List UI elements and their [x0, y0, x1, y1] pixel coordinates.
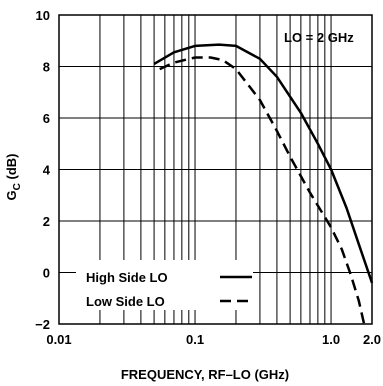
legend: High Side LO Low Side LO: [76, 260, 253, 310]
x-tick-label: 1.0: [322, 332, 340, 347]
legend-label-high-side: High Side LO: [86, 270, 168, 285]
y-tick-label: 10: [36, 8, 50, 23]
y-tick-label: 6: [43, 111, 50, 126]
y-axis-title-main: G: [4, 190, 19, 200]
x-tick-label: 0.1: [186, 332, 204, 347]
x-tick-label: 0.01: [46, 332, 71, 347]
legend-label-low-side: Low Side LO: [86, 294, 165, 309]
y-axis-title: GC (dB): [4, 154, 23, 201]
y-tick-label: 2: [43, 214, 50, 229]
x-tick-labels: 0.01 0.1 1.0 2.0: [46, 332, 381, 347]
y-axis-title-subscript: C: [12, 183, 23, 190]
x-tick-label: 2.0: [363, 332, 381, 347]
lo-annotation: LO = 2 GHz: [284, 30, 354, 45]
y-axis-title-unit: (dB): [4, 154, 19, 184]
y-tick-label: 4: [43, 163, 51, 178]
y-tick-labels: 10 8 6 4 2 0 −2: [35, 8, 51, 332]
y-tick-label: −2: [35, 317, 50, 332]
y-tick-label: 8: [43, 60, 50, 75]
svg-text:GC (dB): GC (dB): [4, 154, 23, 201]
series-lines: [153, 43, 374, 325]
series-line-high-side-lo: [153, 43, 374, 284]
x-axis-title: FREQUENCY, RF–LO (GHz): [121, 367, 289, 382]
plot-frame: [58, 14, 373, 325]
series-line-low-side-lo: [159, 56, 366, 325]
y-tick-label: 0: [43, 266, 50, 281]
